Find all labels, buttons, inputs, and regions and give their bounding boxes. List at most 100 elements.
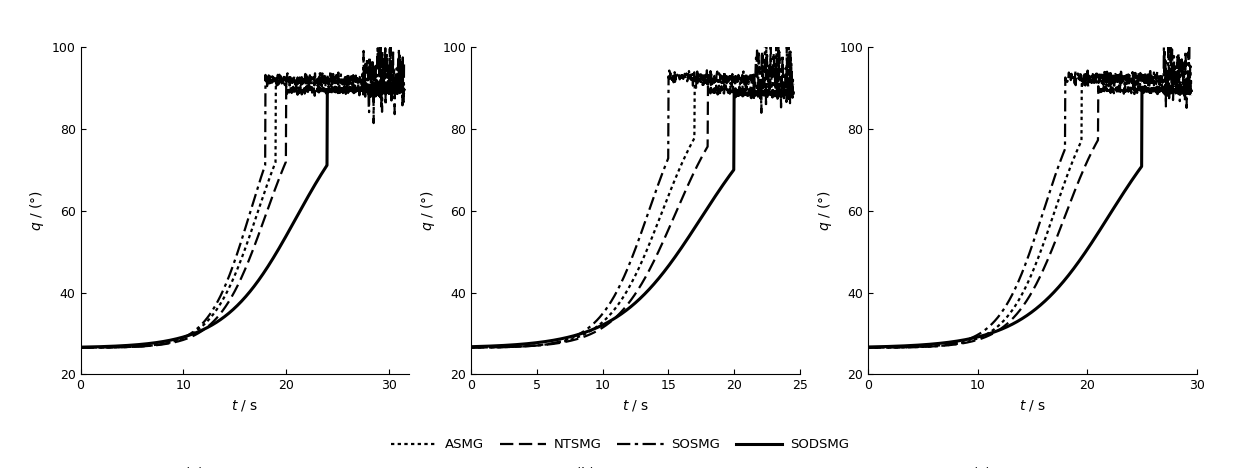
- ASMG: [331, 74, 346, 80]
- SOSMG: [331, 78, 346, 84]
- SODSMG: [295, 203, 310, 209]
- ASMG: [322, 69, 337, 74]
- SODSMG: [548, 337, 563, 343]
- ASMG: [1112, 83, 1127, 88]
- SODSMG: [991, 328, 1006, 333]
- SODSMG: [397, 87, 412, 93]
- SODSMG: [1112, 196, 1127, 201]
- ASMG: [295, 76, 310, 81]
- Line: ASMG: ASMG: [81, 72, 404, 348]
- Y-axis label: $q$ / (°): $q$ / (°): [419, 190, 436, 231]
- SODSMG: [1118, 187, 1133, 192]
- SODSMG: [73, 344, 88, 350]
- SOSMG: [216, 288, 231, 293]
- SODSMG: [498, 343, 513, 348]
- NTSMG: [216, 307, 231, 313]
- SODSMG: [1003, 322, 1018, 328]
- NTSMG: [742, 87, 756, 93]
- SOSMG: [1118, 73, 1133, 78]
- NTSMG: [786, 90, 801, 96]
- SOSMG: [397, 58, 412, 63]
- ASMG: [73, 345, 88, 351]
- SOSMG: [464, 345, 479, 351]
- NTSMG: [735, 82, 750, 88]
- NTSMG: [203, 321, 218, 326]
- Y-axis label: $q$ / (°): $q$ / (°): [29, 190, 46, 231]
- ASMG: [1099, 73, 1114, 78]
- SODSMG: [203, 322, 218, 328]
- SODSMG: [1169, 83, 1184, 89]
- ASMG: [861, 345, 875, 351]
- Line: SODSMG: SODSMG: [868, 86, 1192, 347]
- ASMG: [691, 73, 706, 78]
- SOSMG: [295, 80, 310, 86]
- Line: NTSMG: NTSMG: [471, 85, 794, 348]
- ASMG: [464, 345, 479, 351]
- Text: (a) □ □ □ □ □ □: (a) □ □ □ □ □ □: [186, 466, 304, 468]
- SOSMG: [769, 24, 784, 29]
- Text: (b) □ □ □ □ □ □: (b) □ □ □ □ □ □: [575, 466, 696, 468]
- ASMG: [107, 344, 122, 350]
- SOSMG: [693, 77, 708, 82]
- Line: SOSMG: SOSMG: [471, 27, 794, 348]
- SODSMG: [861, 344, 875, 350]
- NTSMG: [991, 328, 1006, 333]
- NTSMG: [498, 344, 513, 350]
- ASMG: [1184, 81, 1199, 87]
- NTSMG: [355, 81, 370, 87]
- SOSMG: [1003, 295, 1018, 301]
- SODSMG: [1184, 88, 1199, 94]
- ASMG: [1083, 75, 1097, 80]
- SODSMG: [107, 344, 122, 349]
- SOSMG: [548, 340, 563, 345]
- SOSMG: [498, 344, 513, 350]
- SOSMG: [786, 78, 801, 84]
- NTSMG: [601, 321, 616, 326]
- SODSMG: [340, 84, 355, 89]
- NTSMG: [325, 88, 340, 94]
- Line: NTSMG: NTSMG: [868, 85, 1192, 348]
- Y-axis label: $q$ / (°): $q$ / (°): [816, 190, 833, 231]
- SOSMG: [601, 302, 616, 308]
- ASMG: [707, 80, 722, 86]
- ASMG: [1118, 79, 1133, 84]
- SODSMG: [785, 88, 800, 94]
- Line: SOSMG: SOSMG: [868, 23, 1192, 348]
- SOSMG: [371, 40, 386, 46]
- SOSMG: [894, 344, 909, 350]
- NTSMG: [1083, 153, 1097, 159]
- ASMG: [991, 323, 1006, 329]
- SOSMG: [73, 345, 88, 351]
- NTSMG: [397, 91, 412, 97]
- ASMG: [498, 344, 513, 350]
- ASMG: [786, 81, 801, 87]
- ASMG: [1003, 310, 1018, 316]
- SOSMG: [325, 80, 340, 86]
- ASMG: [693, 79, 708, 85]
- SODSMG: [331, 86, 346, 92]
- X-axis label: $t$ / s: $t$ / s: [621, 398, 650, 413]
- ASMG: [326, 80, 341, 85]
- SOSMG: [203, 309, 218, 315]
- Line: SOSMG: SOSMG: [81, 43, 404, 348]
- ASMG: [203, 314, 218, 319]
- NTSMG: [295, 85, 310, 91]
- NTSMG: [1126, 82, 1141, 88]
- SODSMG: [786, 90, 801, 96]
- SODSMG: [707, 196, 722, 201]
- SOSMG: [1161, 20, 1176, 26]
- ASMG: [216, 297, 231, 302]
- SODSMG: [1083, 243, 1097, 249]
- SODSMG: [325, 85, 340, 91]
- NTSMG: [107, 344, 122, 350]
- SOSMG: [991, 314, 1006, 319]
- SOSMG: [742, 75, 756, 80]
- NTSMG: [548, 341, 563, 346]
- NTSMG: [861, 345, 875, 351]
- NTSMG: [1112, 84, 1127, 89]
- NTSMG: [894, 344, 909, 350]
- SOSMG: [707, 76, 722, 81]
- NTSMG: [73, 345, 88, 351]
- SOSMG: [107, 344, 122, 350]
- NTSMG: [1184, 93, 1199, 99]
